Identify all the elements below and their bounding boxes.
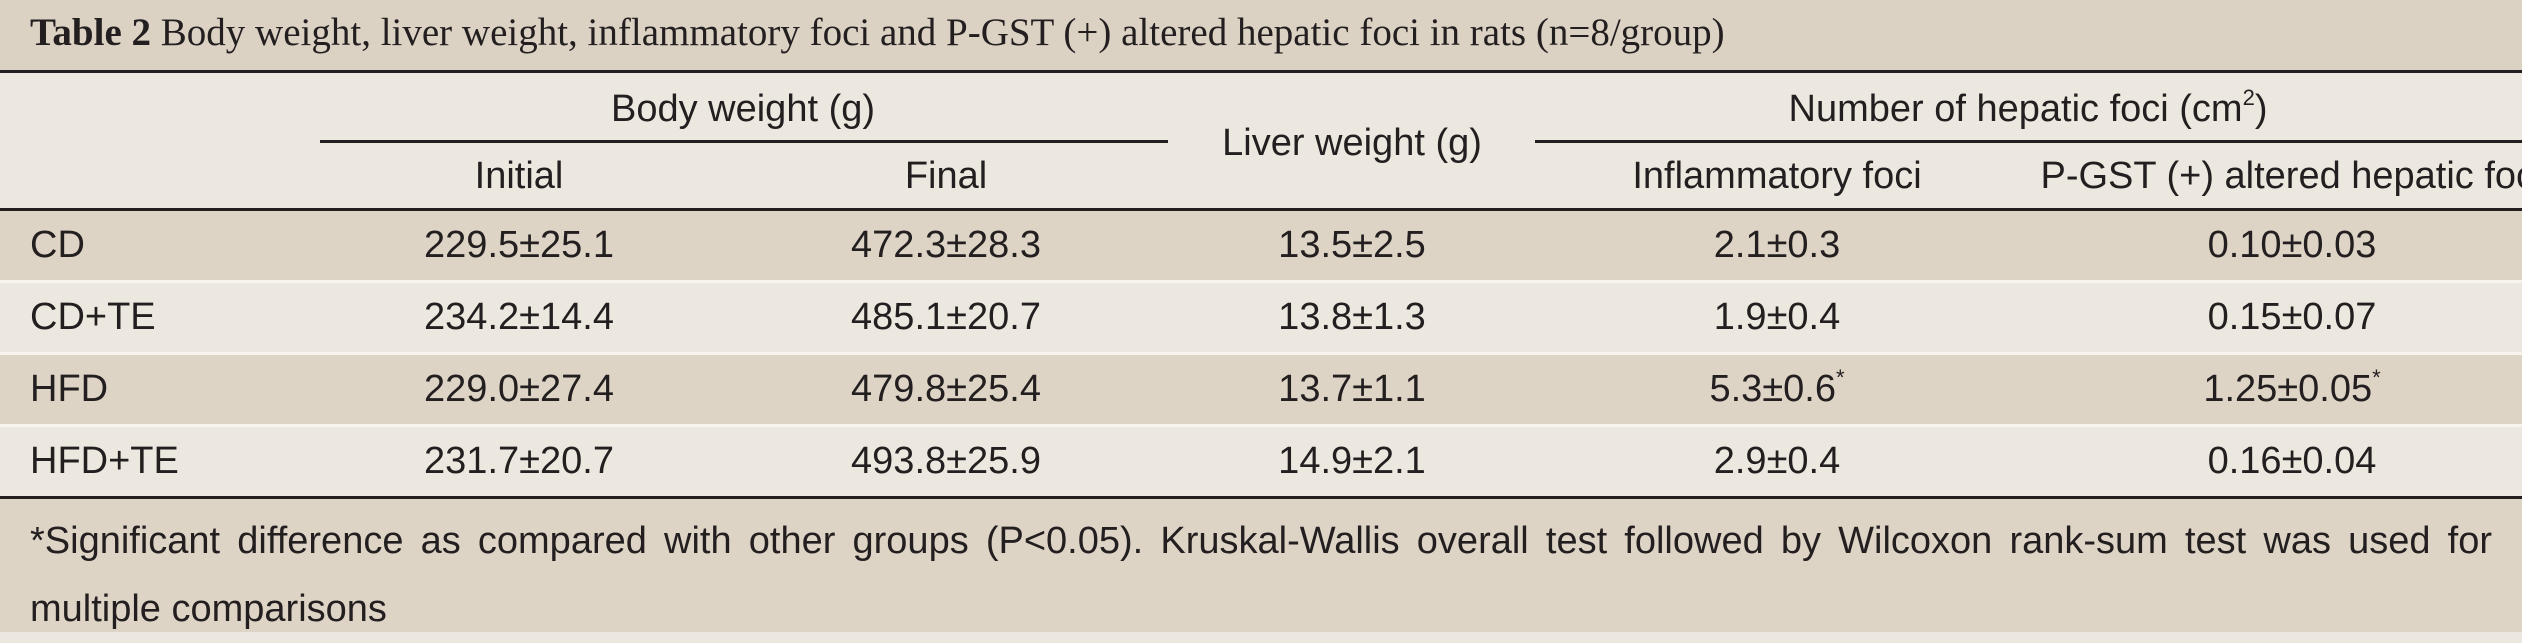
bottom-rule: [0, 496, 2522, 499]
header-final: Final: [904, 155, 988, 197]
table-row: CD 229.5±25.1 472.3±28.3 13.5±2.5 2.1±0.3 0.1…: [0, 211, 2522, 280]
cell-group: CD+TE: [30, 296, 156, 338]
cell-group: CD: [30, 224, 85, 266]
table-caption: Table 2 Body weight, liver weight, infla…: [0, 0, 2522, 70]
cell-inflammatory: 5.3±0.6*: [1709, 367, 1844, 411]
cell-final: 493.8±25.9: [851, 440, 1041, 482]
cell-final: 485.1±20.7: [851, 296, 1041, 338]
table-footnote: *Significant difference as compared with…: [0, 499, 2522, 632]
table-row: HFD+TE 231.7±20.7 493.8±25.9 14.9±2.1 2.9±0.…: [0, 427, 2522, 496]
cell-value: 0.15±0.07: [2207, 296, 2377, 338]
cell-liver-weight: 13.5±2.5: [1278, 224, 1426, 266]
header-initial: Initial: [474, 155, 564, 197]
cell-pgst: 1.25±0.05*: [2203, 367, 2380, 411]
hepatic-foci-close: ): [2254, 88, 2268, 130]
header-inflammatory: Inflammatory foci: [1632, 155, 1922, 197]
cell-group: HFD+TE: [30, 440, 179, 482]
top-rule: [0, 70, 2522, 73]
header-rule: [0, 208, 2522, 211]
header-body-weight: Body weight (g): [610, 88, 876, 130]
row-separator: [0, 352, 2522, 356]
cell-initial: 229.5±25.1: [424, 224, 614, 266]
hepatic-foci-rule: [1535, 140, 2522, 143]
cell-value: 2.9±0.4: [1713, 440, 1841, 482]
header-pgst: P-GST (+) altered hepatic foci: [2040, 155, 2522, 197]
cell-value: 1.9±0.4: [1713, 296, 1841, 338]
significance-mark: *: [2372, 365, 2381, 391]
cell-pgst: 0.15±0.07: [2208, 295, 2377, 339]
cell-inflammatory: 2.9±0.4: [1714, 439, 1841, 483]
cell-liver-weight: 13.7±1.1: [1278, 368, 1426, 410]
hepatic-foci-text: Number of hepatic foci (cm: [1788, 88, 2243, 130]
header-liver-weight: Liver weight (g): [1222, 122, 1482, 164]
row-separator: [0, 424, 2522, 428]
cell-final: 479.8±25.4: [851, 368, 1041, 410]
cell-initial: 231.7±20.7: [424, 440, 614, 482]
header-hepatic-foci: Number of hepatic foci (cm2): [1789, 87, 2268, 131]
cell-value: 1.25±0.05: [2203, 368, 2373, 410]
cell-group: HFD: [30, 368, 109, 410]
cell-value: 2.1±0.3: [1713, 224, 1841, 266]
cell-pgst: 0.16±0.04: [2208, 439, 2377, 483]
cell-inflammatory: 1.9±0.4: [1714, 295, 1841, 339]
cell-initial: 234.2±14.4: [424, 296, 614, 338]
hepatic-foci-superscript: 2: [2242, 85, 2255, 111]
cell-value: 5.3±0.6: [1709, 368, 1836, 410]
table-row: CD+TE 234.2±14.4 485.1±20.7 13.8±1.3 1.9±0.4…: [0, 283, 2522, 352]
table-row: HFD 229.0±27.4 479.8±25.4 13.7±1.1 5.3±0.6* 1…: [0, 355, 2522, 424]
cell-initial: 229.0±27.4: [424, 368, 614, 410]
cell-pgst: 0.10±0.03: [2208, 223, 2377, 267]
cell-final: 472.3±28.3: [851, 224, 1041, 266]
cell-inflammatory: 2.1±0.3: [1714, 223, 1841, 267]
cell-liver-weight: 14.9±2.1: [1278, 440, 1426, 482]
body-weight-rule: [320, 140, 1168, 143]
table-title: Body weight, liver weight, inflammatory …: [151, 11, 1725, 54]
row-separator: [0, 280, 2522, 284]
table-header: Body weight (g) Initial Final Liver weig…: [0, 73, 2522, 210]
cell-value: 0.16±0.04: [2207, 440, 2377, 482]
table-label: Table 2: [30, 11, 152, 54]
cell-value: 0.10±0.03: [2207, 224, 2377, 266]
cell-liver-weight: 13.8±1.3: [1278, 296, 1426, 338]
significance-mark: *: [1835, 365, 1845, 391]
